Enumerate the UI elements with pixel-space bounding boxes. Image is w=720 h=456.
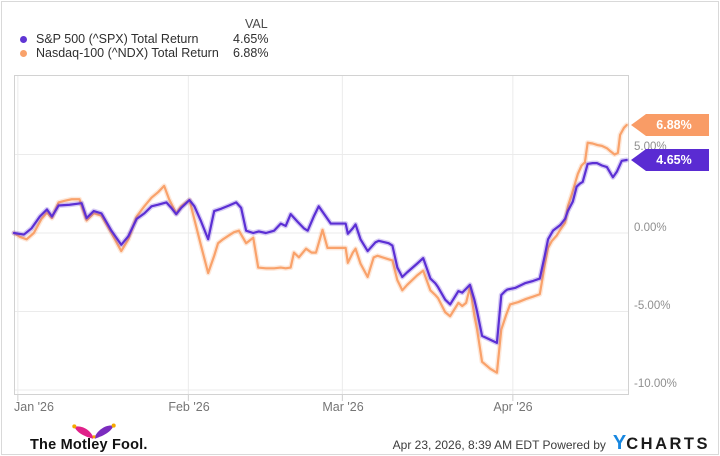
- spx-value-tag: 4.65%: [631, 149, 709, 171]
- jester-hat-icon: [72, 423, 116, 439]
- line-chart: [11, 75, 630, 401]
- ycharts-y-icon: Y: [612, 432, 627, 454]
- spx-legend-dot-icon: [20, 35, 27, 43]
- y-axis-label-0: 0.00%: [634, 222, 667, 234]
- legend-value-spx: 4.65%: [233, 32, 269, 46]
- motley-fool-wordmark: The Motley Fool.: [30, 437, 148, 453]
- x-axis-label-apr: Apr '26: [493, 400, 533, 414]
- plot-area: [11, 75, 630, 401]
- legend-value-ndx: 6.88%: [233, 46, 269, 60]
- x-axis-label-feb: Feb '26: [168, 400, 210, 414]
- legend-label-ndx: Nasdaq-100 (^NDX) Total Return: [36, 46, 219, 60]
- y-axis-label-neg10: -10.00%: [634, 378, 677, 390]
- legend-val-header: VAL: [245, 17, 268, 31]
- x-axis-label-jan: Jan '26: [14, 400, 54, 414]
- ndx-value-tag: 6.88%: [631, 114, 709, 136]
- legend-row-ndx: Nasdaq-100 (^NDX) Total Return 6.88%: [20, 46, 268, 60]
- legend-row-spx: S&P 500 (^SPX) Total Return 4.65%: [20, 32, 268, 46]
- x-axis-label-mar: Mar '26: [322, 400, 364, 414]
- ycharts-wordmark: CHARTS: [626, 435, 710, 453]
- timestamp-text: Apr 23, 2026, 8:39 AM EDT Powered by: [392, 438, 606, 452]
- legend-label-spx: S&P 500 (^SPX) Total Return: [36, 32, 199, 46]
- y-axis-label-neg5: -5.00%: [634, 300, 671, 312]
- ndx-legend-dot-icon: [20, 49, 27, 57]
- footer-stamp: Apr 23, 2026, 8:39 AM EDT Powered by Y C…: [392, 432, 710, 454]
- motley-fool-logo: The Motley Fool.: [30, 423, 170, 454]
